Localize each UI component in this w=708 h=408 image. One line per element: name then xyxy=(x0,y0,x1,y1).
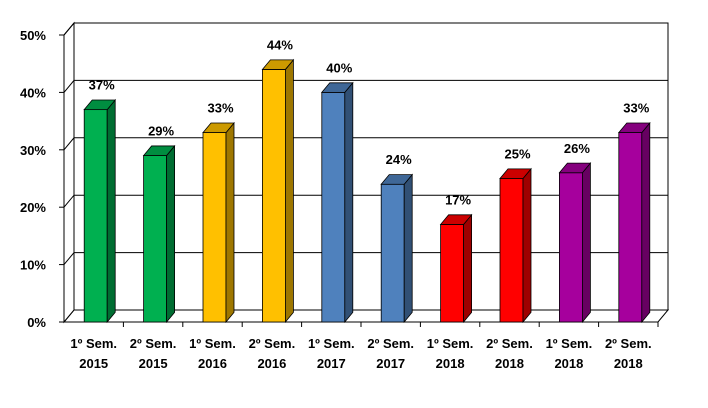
x-tick-label: 2º Sem. 2018 xyxy=(605,336,652,371)
bar-side xyxy=(284,58,294,324)
bar xyxy=(202,121,235,324)
x-tick-label: 1º Sem. 2018 xyxy=(427,336,474,371)
data-label: 25% xyxy=(504,147,530,162)
bar-side xyxy=(106,98,116,324)
data-label: 26% xyxy=(564,141,590,156)
y-tick-label: 50% xyxy=(20,28,46,43)
bar xyxy=(142,144,176,324)
x-tick-label: 1º Sem. 2015 xyxy=(70,336,117,371)
gridline xyxy=(63,79,668,93)
bar-side xyxy=(522,167,532,324)
bar xyxy=(499,167,532,324)
bar-front xyxy=(499,178,524,323)
bar xyxy=(558,162,592,324)
bar-side xyxy=(463,213,473,324)
gridline xyxy=(63,22,668,36)
bar-side xyxy=(403,173,413,324)
bar-front xyxy=(380,183,405,323)
x-tick-label: 1º Sem. 2018 xyxy=(546,336,593,371)
bar-side xyxy=(166,144,176,324)
data-label: 29% xyxy=(148,124,174,139)
bar-top xyxy=(83,99,117,111)
bar xyxy=(617,121,651,324)
gridline xyxy=(63,194,668,208)
bar-side xyxy=(582,162,591,324)
bar-top xyxy=(617,122,651,133)
bar-top xyxy=(380,174,414,185)
data-label: 44% xyxy=(267,37,293,52)
bar xyxy=(320,81,354,324)
y-tick-label: 30% xyxy=(20,143,46,158)
y-tick-label: 20% xyxy=(20,200,46,215)
bar-top xyxy=(202,122,235,133)
data-label: 40% xyxy=(326,60,352,75)
bar xyxy=(380,173,414,324)
bar-front xyxy=(559,172,583,323)
bar-top xyxy=(261,59,295,70)
bar-front xyxy=(618,132,643,323)
bar-top xyxy=(320,82,354,93)
data-label: 33% xyxy=(207,101,233,116)
y-tick-label: 0% xyxy=(27,315,46,330)
bar-front xyxy=(143,155,168,323)
bar xyxy=(261,58,295,324)
bar xyxy=(83,98,117,324)
bar xyxy=(439,213,473,324)
x-tick-label: 2º Sem. 2017 xyxy=(367,336,414,371)
data-label: 37% xyxy=(89,78,115,93)
x-tick-label: 2º Sem. 2015 xyxy=(130,336,177,371)
bar-top xyxy=(499,168,532,179)
y-tick-label: 40% xyxy=(20,85,46,100)
bar-side xyxy=(225,121,235,324)
bar-front xyxy=(440,224,465,323)
x-tick-label: 2º Sem. 2016 xyxy=(249,336,296,371)
bar-top xyxy=(439,214,473,225)
x-tick-label: 1º Sem. 2016 xyxy=(189,336,236,371)
bar-top xyxy=(142,145,176,156)
data-label: 17% xyxy=(445,192,471,207)
bar-front xyxy=(261,69,286,323)
data-label: 33% xyxy=(623,101,649,116)
bar-front xyxy=(321,92,346,323)
side-wall xyxy=(63,21,75,324)
x-tick-label: 1º Sem. 2017 xyxy=(308,336,355,371)
bar-top xyxy=(558,162,592,174)
y-tick-label: 10% xyxy=(20,258,46,273)
bar-front xyxy=(83,109,108,323)
x-tick-label: 2º Sem. 2018 xyxy=(486,336,533,371)
bar-front xyxy=(202,132,227,323)
bar-side xyxy=(641,121,651,324)
gridline xyxy=(63,137,668,151)
bar-side xyxy=(344,81,354,324)
data-label: 24% xyxy=(386,152,412,167)
